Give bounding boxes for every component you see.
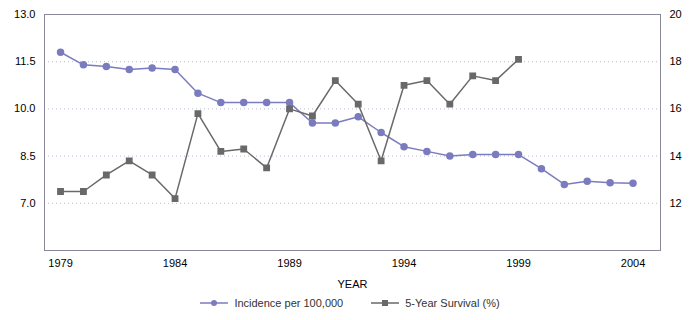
svg-text:10.0: 10.0 xyxy=(14,102,35,114)
svg-text:20: 20 xyxy=(670,8,682,20)
svg-text:8.5: 8.5 xyxy=(20,150,35,162)
svg-text:1994: 1994 xyxy=(392,257,416,269)
svg-text:13.0: 13.0 xyxy=(14,8,35,20)
svg-text:YEAR: YEAR xyxy=(338,278,368,290)
svg-text:11.5: 11.5 xyxy=(15,55,36,67)
svg-text:16: 16 xyxy=(670,102,682,114)
svg-text:1999: 1999 xyxy=(506,257,530,269)
html-text:5-Year Survival (%): 5-Year Survival (%) xyxy=(405,297,500,309)
svg-text:1979: 1979 xyxy=(48,257,72,269)
svg-text:2004: 2004 xyxy=(621,257,645,269)
svg-text:18: 18 xyxy=(670,55,682,67)
svg-text:7.0: 7.0 xyxy=(20,197,35,209)
svg-text:12: 12 xyxy=(670,197,682,209)
svg-text:1989: 1989 xyxy=(277,257,301,269)
svg-text:14: 14 xyxy=(670,150,682,162)
html-text:Incidence per 100,000: Incidence per 100,000 xyxy=(234,297,344,309)
svg-text:1984: 1984 xyxy=(163,257,187,269)
